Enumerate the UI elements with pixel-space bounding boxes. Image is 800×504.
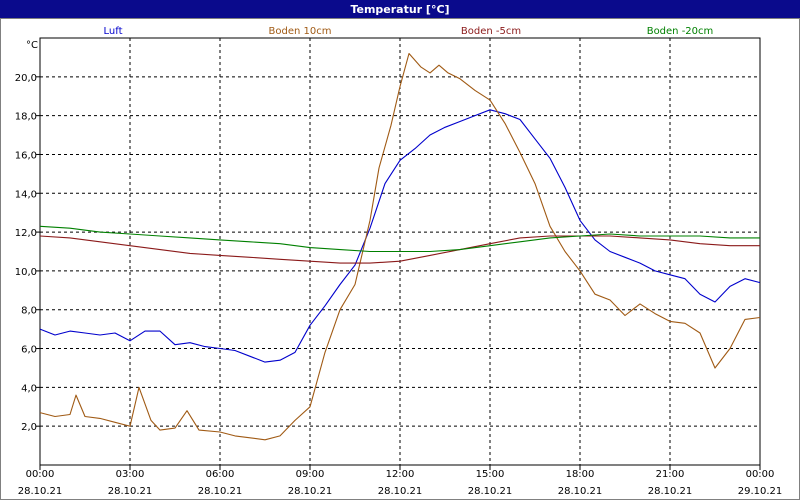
chart-title: Temperatur [°C]	[350, 3, 449, 16]
x-tick-time-1: 03:00	[116, 469, 145, 480]
x-tick-time-6: 18:00	[566, 469, 595, 480]
series-line-3	[39, 225, 760, 253]
y-tick-label-2: 6,0	[21, 345, 37, 356]
x-tick-time-2: 06:00	[206, 469, 235, 480]
x-tick-date-0: 28.10.21	[18, 486, 63, 497]
x-tick-time-7: 21:00	[656, 469, 685, 480]
x-tick-date-2: 28.10.21	[198, 486, 243, 497]
x-tick-time-5: 15:00	[476, 469, 505, 480]
plot-area-border	[39, 37, 761, 466]
chart-frame	[0, 18, 800, 500]
title-bar	[0, 0, 800, 18]
x-tick-date-6: 28.10.21	[558, 486, 603, 497]
y-tick-label-5: 12,0	[15, 228, 37, 239]
legend-item-2: Boden -5cm	[461, 26, 521, 37]
x-tick-time-0: 00:00	[26, 469, 55, 480]
x-tick-time-4: 12:00	[386, 469, 415, 480]
y-tick-label-6: 14,0	[15, 189, 37, 200]
legend-item-3: Boden -20cm	[647, 26, 714, 37]
series-line-2	[39, 235, 760, 264]
x-tick-date-7: 28.10.21	[648, 486, 693, 497]
y-tick-label-3: 8,0	[21, 306, 37, 317]
y-tick-label-4: 10,0	[15, 267, 37, 278]
y-tick-label-0: 2,0	[21, 422, 37, 433]
x-tick-date-5: 28.10.21	[468, 486, 513, 497]
y-tick-label-9: 20,0	[15, 73, 37, 84]
y-axis-unit: °C	[26, 40, 38, 51]
x-tick-date-1: 28.10.21	[108, 486, 153, 497]
y-tick-label-1: 4,0	[21, 383, 37, 394]
x-tick-date-3: 28.10.21	[288, 486, 333, 497]
y-tick-label-8: 18,0	[15, 112, 37, 123]
legend-item-1: Boden 10cm	[269, 26, 332, 37]
y-tick-label-7: 16,0	[15, 150, 37, 161]
x-tick-date-8: 29.10.21	[738, 486, 783, 497]
x-tick-date-4: 28.10.21	[378, 486, 423, 497]
series-line-1	[39, 52, 761, 441]
series-line-0	[39, 109, 761, 363]
legend-item-0: Luft	[104, 26, 123, 37]
x-tick-time-3: 09:00	[296, 469, 325, 480]
x-tick-time-8: 00:00	[746, 469, 775, 480]
